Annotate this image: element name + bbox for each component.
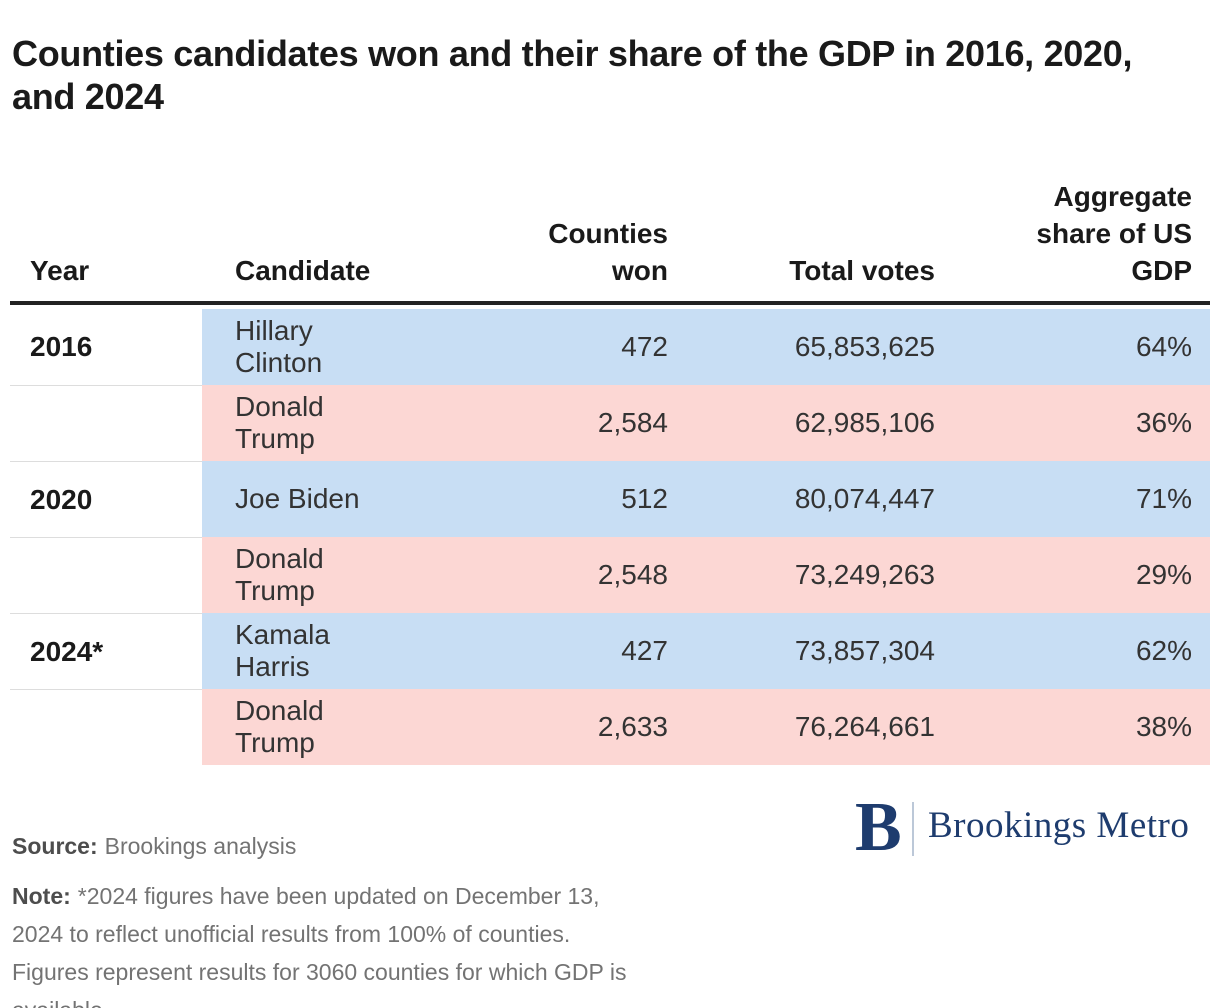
- table-row: Donald Trump 2,584 62,985,106 36%: [10, 385, 1210, 461]
- gdp-share-cell: 29%: [935, 537, 1210, 613]
- year-cell: 2016: [10, 309, 202, 385]
- figure-title: Counties candidates won and their share …: [12, 33, 1133, 118]
- counties-won-cell: 2,633: [400, 689, 668, 765]
- table-row: 2016 Hillary Clinton 472 65,853,625 64%: [10, 309, 1210, 385]
- counties-won-cell: 427: [400, 613, 668, 689]
- table-row: 2020 Joe Biden 512 80,074,447 71%: [10, 461, 1210, 537]
- brookings-metro-logo: B Brookings Metro: [855, 793, 1210, 863]
- table-header-row: Year Candidate Counties won Total votes …: [10, 177, 1210, 305]
- gdp-share-cell: 36%: [935, 385, 1210, 461]
- candidate-cell: Kamala Harris: [202, 613, 400, 689]
- table-row: Donald Trump 2,633 76,264,661 38%: [10, 689, 1210, 765]
- gdp-share-cell: 38%: [935, 689, 1210, 765]
- candidate-cell: Donald Trump: [202, 537, 400, 613]
- counties-won-cell: 472: [400, 309, 668, 385]
- column-header-counties-won: Counties won: [548, 218, 668, 286]
- table-row: 2024* Kamala Harris 427 73,857,304 62%: [10, 613, 1210, 689]
- source-label: Source:: [12, 833, 98, 859]
- candidate-cell: Joe Biden: [202, 461, 400, 537]
- year-cell: [10, 385, 202, 461]
- counties-won-cell: 2,584: [400, 385, 668, 461]
- column-header-year: Year: [30, 255, 90, 286]
- column-header-gdp-share: Aggregate share of US GDP: [1036, 181, 1192, 286]
- total-votes-cell: 73,249,263: [668, 537, 935, 613]
- total-votes-cell: 73,857,304: [668, 613, 935, 689]
- table-row: Donald Trump 2,548 73,249,263 29%: [10, 537, 1210, 613]
- note-label: Note:: [12, 883, 71, 909]
- year-cell: [10, 689, 202, 765]
- counties-won-cell: 512: [400, 461, 668, 537]
- column-header-candidate: Candidate: [235, 255, 371, 286]
- counties-won-cell: 2,548: [400, 537, 668, 613]
- year-cell: [10, 537, 202, 613]
- gdp-share-cell: 62%: [935, 613, 1210, 689]
- total-votes-cell: 76,264,661: [668, 689, 935, 765]
- year-cell: 2020: [10, 461, 202, 537]
- total-votes-cell: 80,074,447: [668, 461, 935, 537]
- note-text: *2024 figures have been updated on Decem…: [12, 883, 627, 1008]
- candidate-cell: Hillary Clinton: [202, 309, 400, 385]
- logo-wordmark: Brookings Metro: [928, 805, 1190, 846]
- candidate-cell: Donald Trump: [202, 385, 400, 461]
- column-header-total-votes: Total votes: [789, 255, 935, 286]
- total-votes-cell: 65,853,625: [668, 309, 935, 385]
- brookings-b-mark-icon: B: [855, 789, 902, 866]
- total-votes-cell: 62,985,106: [668, 385, 935, 461]
- gdp-share-cell: 71%: [935, 461, 1210, 537]
- source-line: Source: Brookings analysis: [12, 833, 296, 860]
- source-text: Brookings analysis: [104, 833, 297, 859]
- note-line: Note: *2024 figures have been updated on …: [12, 877, 832, 1008]
- gdp-share-cell: 64%: [935, 309, 1210, 385]
- candidate-cell: Donald Trump: [202, 689, 400, 765]
- year-cell: 2024*: [10, 613, 202, 689]
- logo-divider: [912, 802, 914, 856]
